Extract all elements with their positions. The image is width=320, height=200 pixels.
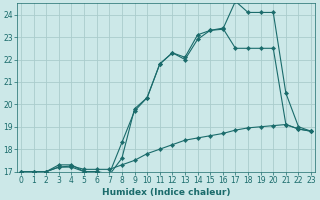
X-axis label: Humidex (Indice chaleur): Humidex (Indice chaleur)	[102, 188, 230, 197]
